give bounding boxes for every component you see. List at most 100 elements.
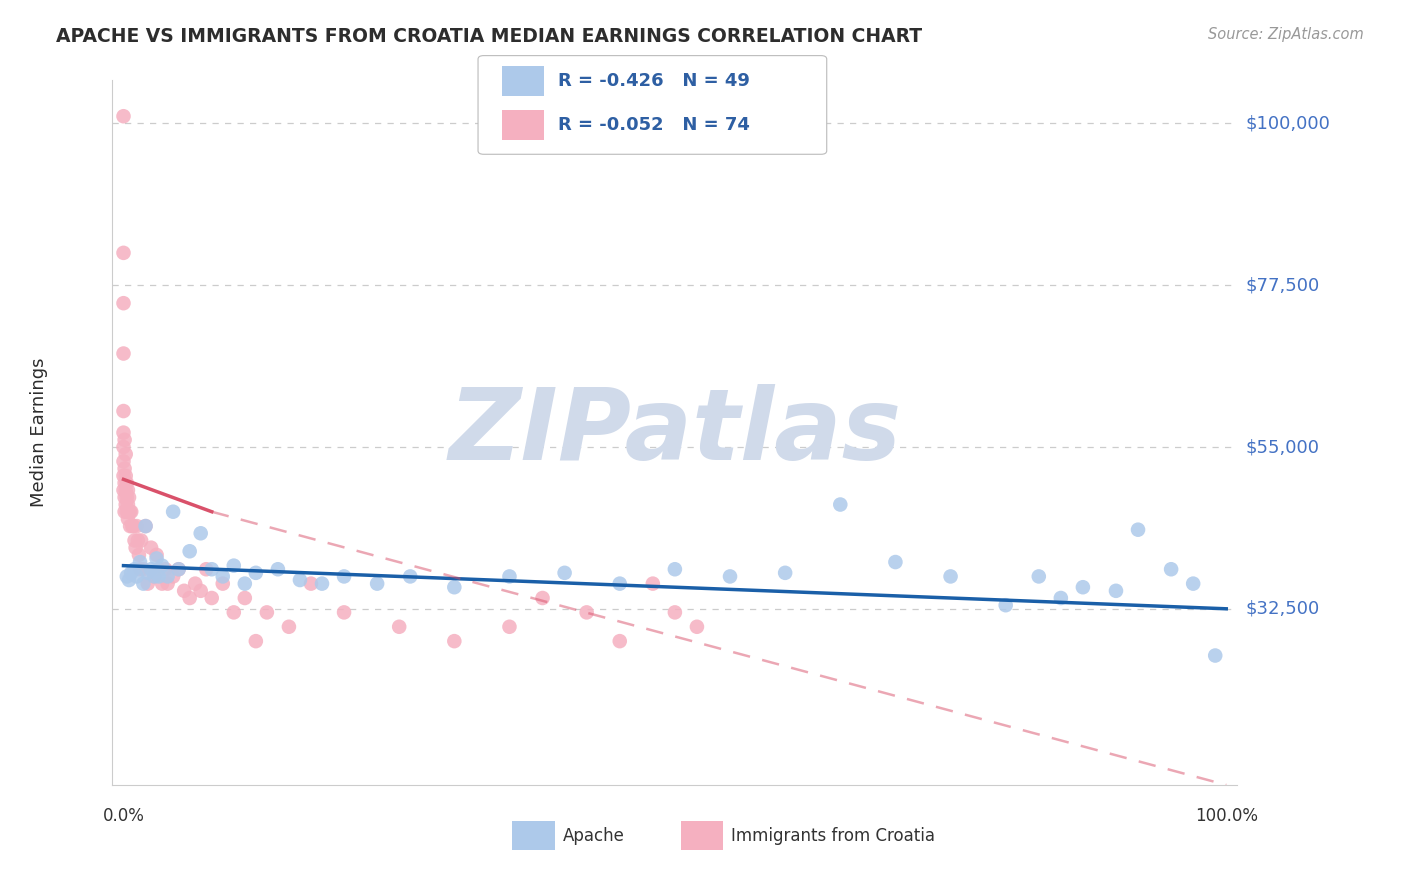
Point [201, 591, 224, 605]
Point [366, 576, 388, 591]
Point [233, 576, 256, 591]
Point [115, 505, 138, 519]
FancyBboxPatch shape [502, 66, 544, 95]
Point [112, 425, 135, 440]
Point [190, 526, 212, 541]
Point [443, 580, 465, 594]
Point [299, 576, 322, 591]
Point [114, 433, 136, 447]
Point [399, 569, 422, 583]
Point [117, 483, 139, 497]
Text: $100,000: $100,000 [1246, 114, 1330, 132]
Point [222, 606, 245, 620]
Point [114, 461, 136, 475]
Point [1028, 569, 1050, 583]
Point [575, 606, 598, 620]
Point [256, 606, 278, 620]
Text: $77,500: $77,500 [1246, 277, 1320, 294]
Point [830, 498, 852, 512]
Point [114, 475, 136, 490]
Point [155, 562, 177, 576]
Text: $32,500: $32,500 [1246, 599, 1320, 618]
Point [233, 591, 256, 605]
Point [114, 468, 136, 483]
Text: $55,000: $55,000 [1246, 438, 1320, 456]
Text: Source: ZipAtlas.com: Source: ZipAtlas.com [1208, 27, 1364, 42]
Point [132, 562, 155, 576]
Point [112, 483, 135, 497]
Point [162, 505, 184, 519]
Point [664, 562, 686, 576]
Point [115, 475, 138, 490]
Point [1050, 591, 1073, 605]
Point [135, 519, 157, 533]
Point [128, 548, 150, 562]
Point [115, 569, 138, 583]
Point [112, 468, 135, 483]
Point [1126, 523, 1149, 537]
Point [311, 576, 333, 591]
Point [120, 519, 142, 533]
Point [127, 533, 149, 548]
Point [112, 454, 135, 468]
FancyBboxPatch shape [502, 110, 544, 140]
Point [184, 576, 207, 591]
Point [148, 569, 170, 583]
Point [222, 558, 245, 573]
Point [609, 634, 631, 648]
Point [124, 533, 146, 548]
Point [112, 404, 135, 418]
Point [1204, 648, 1226, 663]
Point [124, 541, 146, 555]
Point [245, 634, 267, 648]
Text: Apache: Apache [562, 827, 624, 845]
Point [135, 519, 157, 533]
Point [143, 569, 166, 583]
Point [129, 555, 152, 569]
Point [1182, 576, 1205, 591]
Point [179, 591, 201, 605]
Text: ZIPatlas: ZIPatlas [449, 384, 901, 481]
Text: APACHE VS IMMIGRANTS FROM CROATIA MEDIAN EARNINGS CORRELATION CHART: APACHE VS IMMIGRANTS FROM CROATIA MEDIAN… [56, 27, 922, 45]
Text: 0.0%: 0.0% [103, 806, 145, 824]
Point [112, 346, 135, 360]
Point [156, 569, 179, 583]
Text: R = -0.052   N = 74: R = -0.052 N = 74 [558, 116, 749, 134]
Point [201, 562, 224, 576]
Point [129, 533, 152, 548]
Point [122, 519, 145, 533]
FancyBboxPatch shape [478, 55, 827, 154]
Point [112, 440, 135, 454]
Point [114, 505, 136, 519]
Point [148, 562, 170, 576]
Point [132, 576, 155, 591]
Point [333, 569, 356, 583]
Point [498, 569, 520, 583]
FancyBboxPatch shape [512, 821, 554, 850]
Text: R = -0.426   N = 49: R = -0.426 N = 49 [558, 72, 749, 90]
Point [190, 583, 212, 598]
Point [117, 498, 139, 512]
Point [1105, 583, 1128, 598]
Point [641, 576, 664, 591]
Point [609, 576, 631, 591]
Point [245, 566, 267, 580]
Point [167, 562, 190, 576]
Point [211, 569, 233, 583]
Point [388, 620, 411, 634]
Point [117, 512, 139, 526]
FancyBboxPatch shape [681, 821, 723, 850]
Text: 100.0%: 100.0% [1195, 806, 1258, 824]
Point [686, 620, 709, 634]
Point [664, 606, 686, 620]
Point [139, 541, 162, 555]
Point [1160, 562, 1182, 576]
Point [120, 566, 142, 580]
Point [112, 296, 135, 310]
Point [145, 551, 167, 566]
Point [118, 491, 141, 505]
Point [173, 583, 195, 598]
Point [162, 569, 184, 583]
Point [120, 505, 142, 519]
Point [718, 569, 741, 583]
